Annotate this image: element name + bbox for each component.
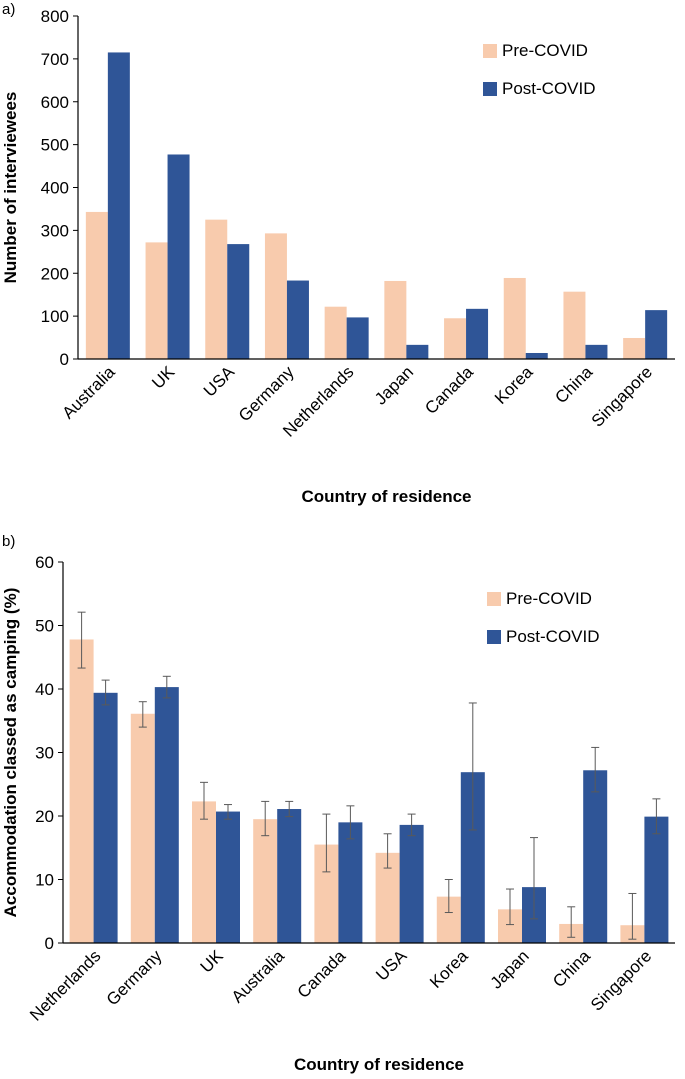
bar-post-korea: [525, 352, 548, 359]
y-tick-label: 60: [35, 553, 54, 572]
legend-label-post: Post-COVID: [506, 627, 600, 646]
x-category-label: UK: [197, 946, 228, 977]
y-tick-label: 400: [41, 179, 69, 198]
legend-swatch-post: [483, 82, 497, 96]
bar-pre-uk: [192, 801, 216, 943]
y-tick-label: 800: [41, 7, 69, 26]
y-axis-title: Number of interviewees: [1, 92, 20, 284]
x-axis-title: Country of residence: [294, 1055, 464, 1074]
bar-post-germany: [154, 687, 179, 943]
x-category-label: Australia: [58, 362, 119, 423]
legend-label-post: Post-COVID: [502, 79, 596, 98]
y-tick-label: 10: [35, 871, 54, 890]
bar-pre-germany: [130, 713, 155, 943]
x-category-label: USA: [372, 946, 411, 985]
x-category-label: Korea: [426, 946, 472, 992]
x-category-label: China: [551, 362, 596, 407]
x-category-label: UK: [148, 362, 179, 393]
bar-post-uk: [167, 154, 190, 359]
y-tick-label: 50: [35, 617, 54, 636]
bar-post-japan: [406, 344, 429, 359]
x-category-label: Japan: [371, 362, 417, 408]
panel-label: a): [2, 1, 15, 18]
bar-post-china: [583, 770, 608, 943]
legend: Pre-COVID Post-COVID: [487, 589, 600, 646]
bar-pre-netherlands: [324, 306, 347, 359]
y-tick-label: 100: [41, 307, 69, 326]
y-tick-label: 40: [35, 680, 54, 699]
y-tick-label: 0: [60, 350, 69, 369]
x-category-label: Korea: [491, 362, 537, 408]
legend-label-pre: Pre-COVID: [506, 589, 592, 608]
legend-label-pre: Pre-COVID: [502, 41, 588, 60]
x-category-label: Canada: [294, 946, 350, 1002]
x-category-label: China: [549, 946, 594, 991]
bar-pre-japan: [384, 280, 407, 359]
x-category-label: Germany: [103, 946, 166, 1009]
y-tick-label: 700: [41, 50, 69, 69]
bar-post-australia: [107, 52, 130, 359]
y-axis-title: Accommodation classed as camping (%): [1, 588, 20, 918]
bar-post-netherlands: [346, 317, 369, 359]
bar-post-singapore: [644, 816, 669, 943]
bar-pre-germany: [264, 233, 287, 359]
bar-pre-canada: [444, 318, 467, 359]
bar-post-china: [585, 344, 608, 359]
bar-pre-australia: [85, 211, 108, 359]
bar-post-usa: [399, 824, 424, 943]
x-category-label: Netherlands: [26, 946, 104, 1024]
x-category-label: Australia: [228, 946, 289, 1007]
y-tick-label: 600: [41, 93, 69, 112]
bar-pre-netherlands: [69, 639, 94, 943]
y-tick-label: 0: [45, 934, 54, 953]
x-category-label: Singapore: [588, 362, 656, 430]
x-category-label: Singapore: [587, 946, 655, 1014]
bar-post-canada: [466, 308, 489, 359]
legend-swatch-pre: [487, 592, 501, 606]
bar-pre-china: [563, 291, 586, 359]
y-tick-label: 300: [41, 221, 69, 240]
legend: Pre-COVID Post-COVID: [483, 41, 596, 98]
bar-pre-uk: [145, 242, 168, 359]
bar-pre-usa: [205, 219, 228, 359]
legend-swatch-post: [487, 630, 501, 644]
panel-label: b): [2, 533, 15, 550]
y-tick-label: 30: [35, 744, 54, 763]
bar-pre-korea: [503, 277, 526, 359]
bar-post-australia: [277, 809, 302, 943]
bar-post-canada: [338, 822, 363, 943]
x-category-label: Canada: [421, 362, 477, 418]
chart-panel-a: a) 0 100 200 300 400 500 600 700 800 Australia UK US…: [1, 1, 675, 506]
x-category-label: Germany: [235, 362, 298, 425]
x-category-label: USA: [200, 362, 239, 401]
x-axis-title: Country of residence: [301, 487, 471, 506]
bar-post-usa: [227, 244, 250, 359]
bar-post-singapore: [645, 310, 668, 359]
bar-post-germany: [286, 280, 309, 359]
x-category-label: Japan: [487, 946, 533, 992]
y-tick-label: 500: [41, 136, 69, 155]
bar-pre-australia: [253, 819, 278, 943]
bar-pre-singapore: [623, 337, 646, 359]
legend-swatch-pre: [483, 44, 497, 58]
bar-post-netherlands: [93, 692, 118, 943]
bar-post-uk: [216, 811, 240, 943]
y-tick-label: 200: [41, 264, 69, 283]
y-tick-label: 20: [35, 807, 54, 826]
